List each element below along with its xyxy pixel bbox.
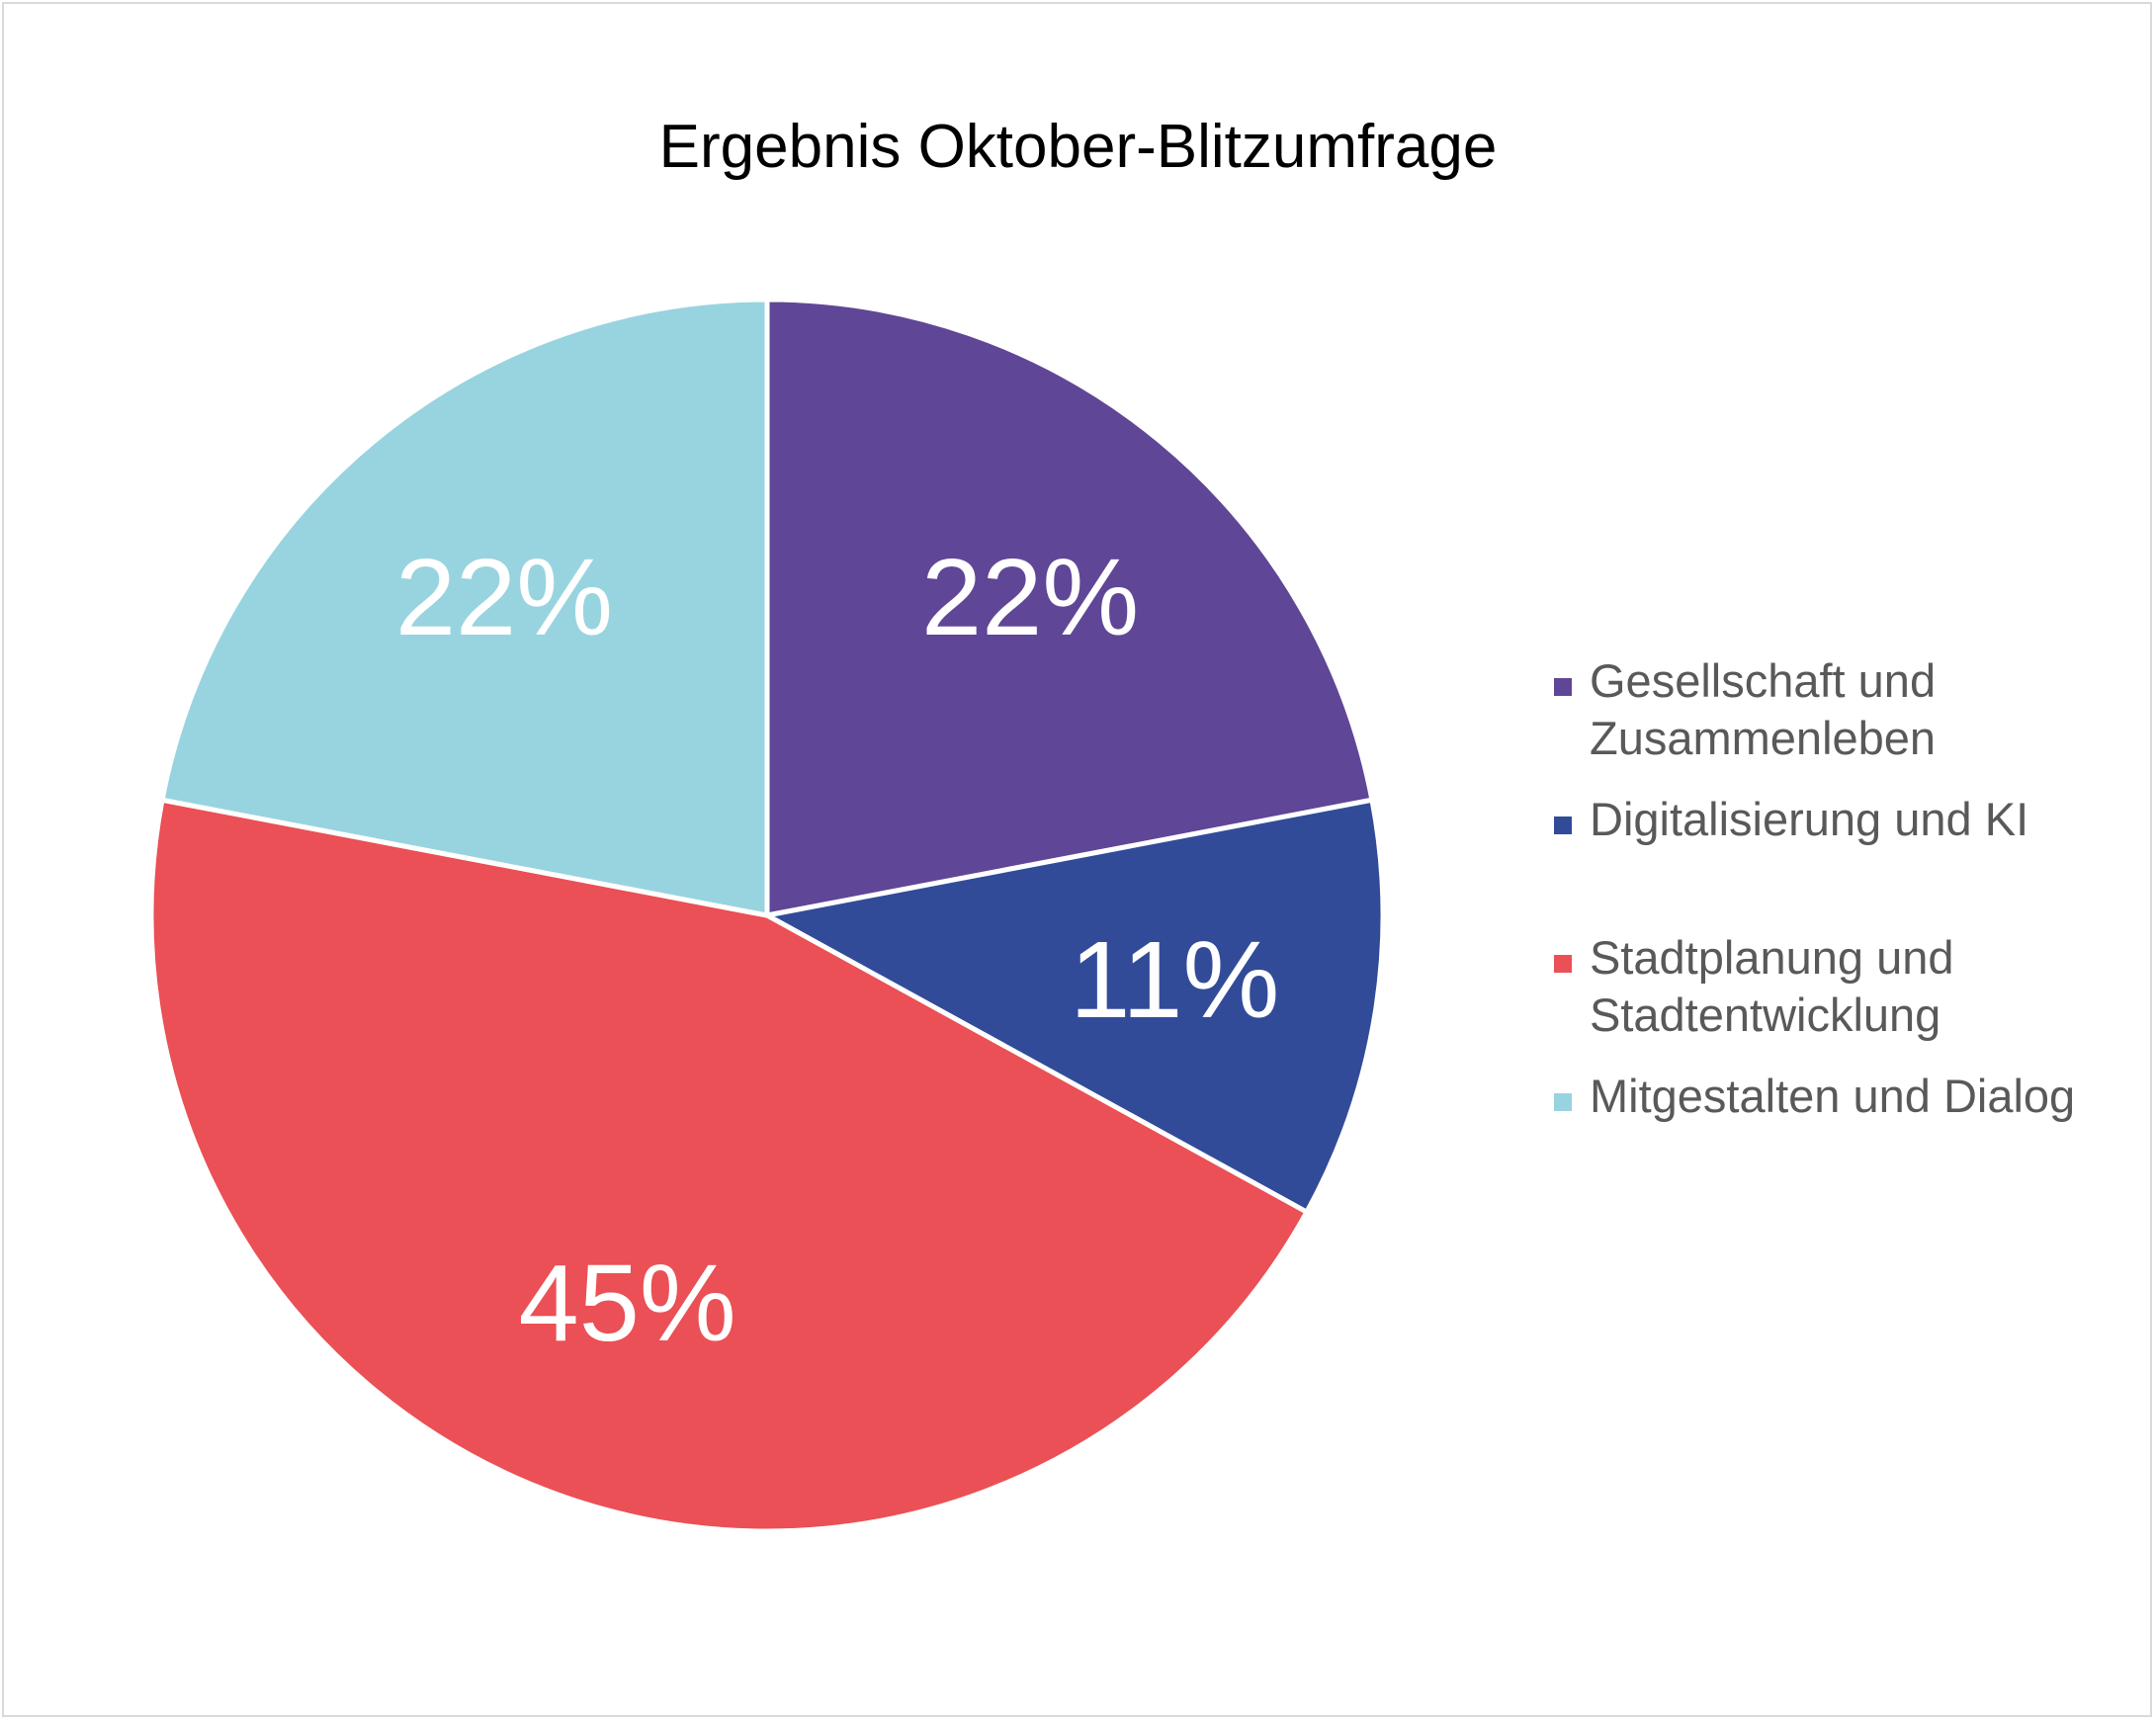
legend-swatch-stadtplanung (1554, 955, 1572, 973)
legend-label-stadtplanung: Stadtplanung und Stadtentwicklung (1590, 931, 1954, 1041)
data-label-stadtplanung: 45% (519, 1243, 736, 1364)
legend-item-digitalisierung: Digitalisierung und KI (1554, 791, 2123, 848)
legend-item-mitgestalten: Mitgestalten und Dialog (1554, 1068, 2123, 1125)
legend-swatch-mitgestalten (1554, 1093, 1572, 1111)
data-label-mitgestalten: 22% (395, 537, 613, 658)
data-label-digitalisierung: 11% (1070, 919, 1279, 1041)
chart-title: Ergebnis Oktober-Blitzumfrage (658, 113, 1498, 181)
data-label-gesellschaft: 22% (921, 537, 1139, 658)
legend-item-gesellschaft: Gesellschaft und Zusammenleben (1554, 652, 2123, 767)
legend-swatch-digitalisierung (1554, 817, 1572, 834)
pie-slice-mitgestalten (159, 297, 770, 918)
legend-swatch-gesellschaft (1554, 678, 1572, 696)
pie-slice-gesellschaft (764, 297, 1375, 918)
pie-slice-digitalisierung (764, 797, 1386, 1215)
pie-slice-stadtplanung (148, 797, 1310, 1534)
legend-label-mitgestalten: Mitgestalten und Dialog (1590, 1070, 2076, 1122)
legend-label-gesellschaft: Gesellschaft und Zusammenleben (1590, 654, 1937, 764)
legend-label-digitalisierung: Digitalisierung und KI (1590, 793, 2029, 845)
legend-item-stadtplanung: Stadtplanung und Stadtentwicklung (1554, 929, 2123, 1044)
